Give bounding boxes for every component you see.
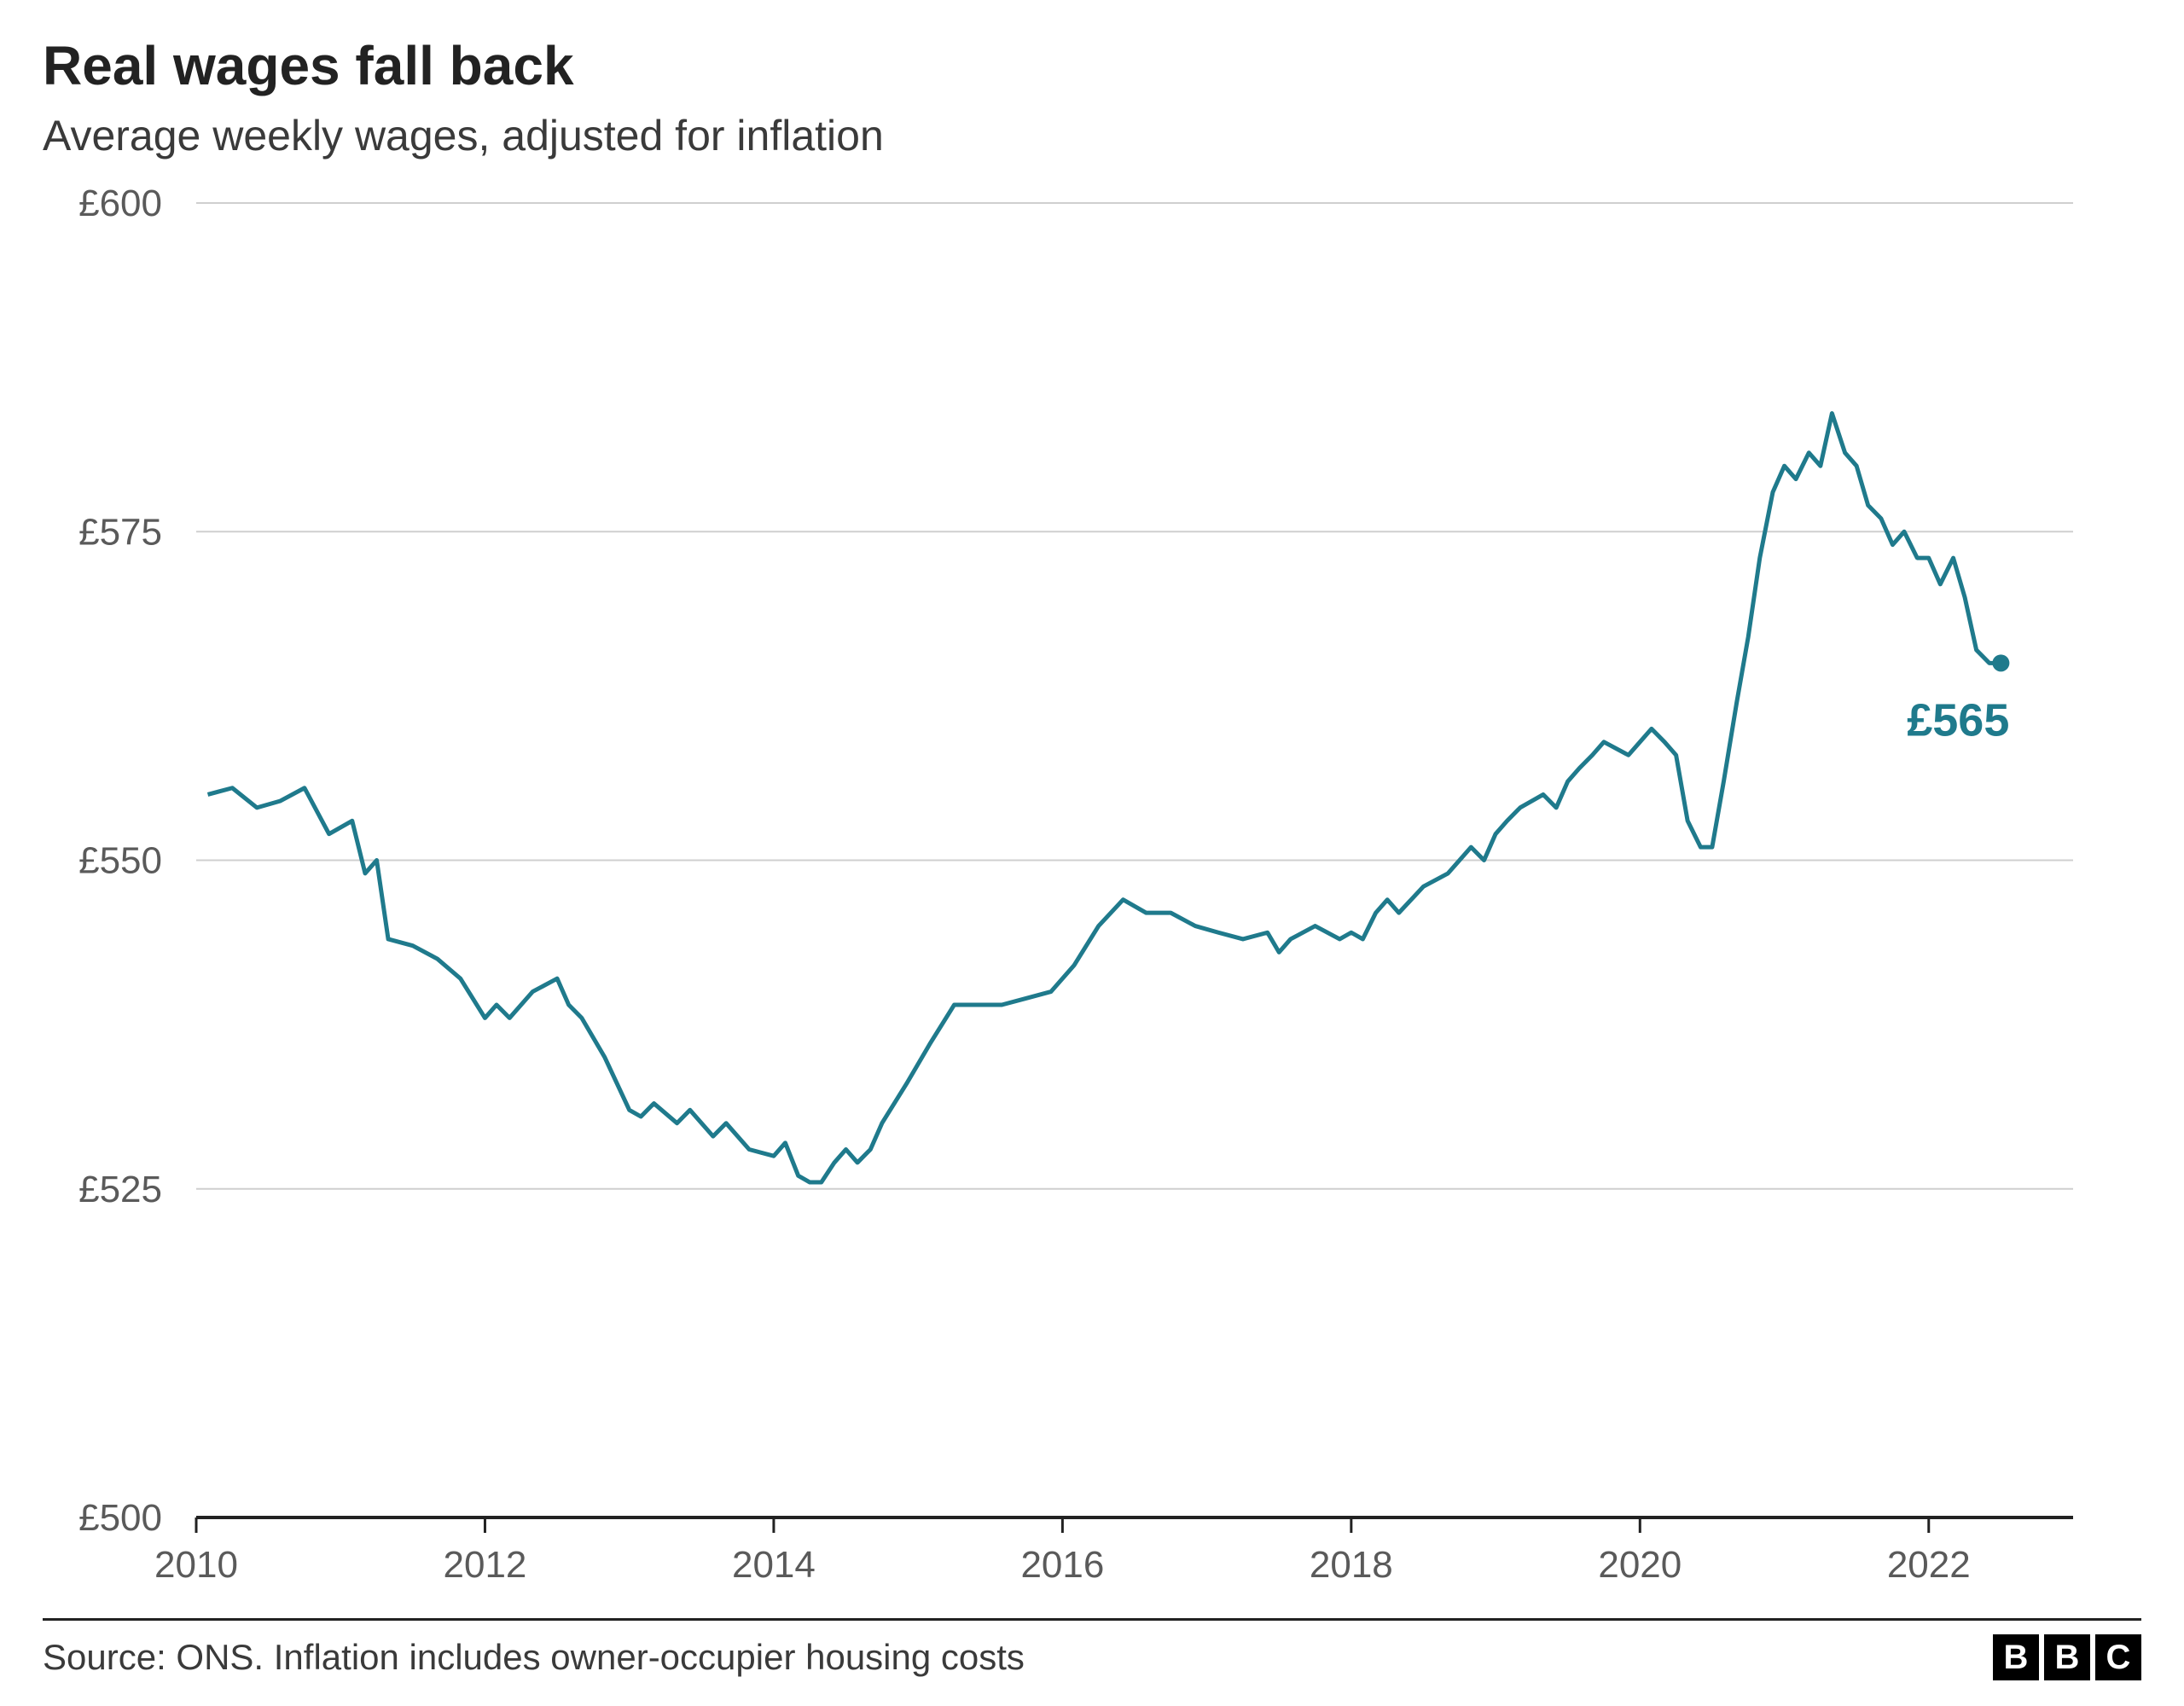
svg-text:2010: 2010 xyxy=(154,1544,238,1586)
svg-text:£575: £575 xyxy=(78,511,162,553)
svg-text:2022: 2022 xyxy=(1887,1544,1971,1586)
chart-title: Real wages fall back xyxy=(43,34,2141,97)
svg-text:£600: £600 xyxy=(78,183,162,224)
svg-text:£525: £525 xyxy=(78,1169,162,1210)
svg-text:2020: 2020 xyxy=(1598,1544,1682,1586)
svg-text:£500: £500 xyxy=(78,1497,162,1539)
svg-text:2018: 2018 xyxy=(1310,1544,1393,1586)
svg-text:2014: 2014 xyxy=(732,1544,816,1586)
logo-letter: B xyxy=(1993,1634,2039,1680)
chart-area: £500 £525 £550 £575 £600 2010 2012 2014 2016 2018… xyxy=(43,177,2141,1611)
svg-text:2012: 2012 xyxy=(444,1544,527,1586)
svg-text:£550: £550 xyxy=(78,840,162,882)
chart-subtitle: Average weekly wages, adjusted for infla… xyxy=(43,111,2141,160)
source-text: Source: ONS. Inflation includes owner-oc… xyxy=(43,1637,1025,1678)
bbc-logo: B B C xyxy=(1993,1634,2141,1680)
chart-footer: Source: ONS. Inflation includes owner-oc… xyxy=(43,1618,2141,1680)
svg-text:£565: £565 xyxy=(1907,694,2009,746)
svg-text:2016: 2016 xyxy=(1020,1544,1104,1586)
logo-letter: B xyxy=(2044,1634,2090,1680)
line-chart-svg: £500 £525 £550 £575 £600 2010 2012 2014 2016 2018… xyxy=(43,177,2141,1611)
logo-letter: C xyxy=(2095,1634,2141,1680)
